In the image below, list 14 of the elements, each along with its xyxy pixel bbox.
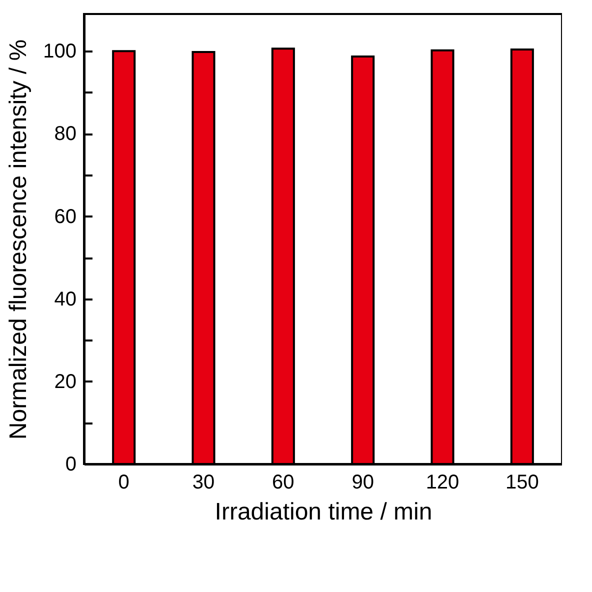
y-tick-label: 20 bbox=[54, 370, 76, 393]
y-tick-label: 40 bbox=[54, 288, 76, 310]
x-tick-label: 90 bbox=[352, 472, 374, 494]
x-tick-label: 30 bbox=[192, 472, 215, 494]
y-tick-label: 80 bbox=[54, 123, 76, 146]
x-tick-label: 60 bbox=[272, 472, 294, 494]
y-tick-label: 0 bbox=[65, 454, 76, 476]
y-tick-label: 60 bbox=[54, 206, 76, 228]
x-tick-label: 0 bbox=[118, 472, 130, 494]
x-tick-label: 150 bbox=[505, 472, 539, 494]
y-axis-title: Normalized fluorescence intensity / % bbox=[5, 39, 32, 440]
x-tick-label: 120 bbox=[426, 472, 460, 494]
x-axis-title: Irradiation time / min bbox=[214, 498, 432, 526]
y-tick-label: 100 bbox=[43, 40, 76, 63]
